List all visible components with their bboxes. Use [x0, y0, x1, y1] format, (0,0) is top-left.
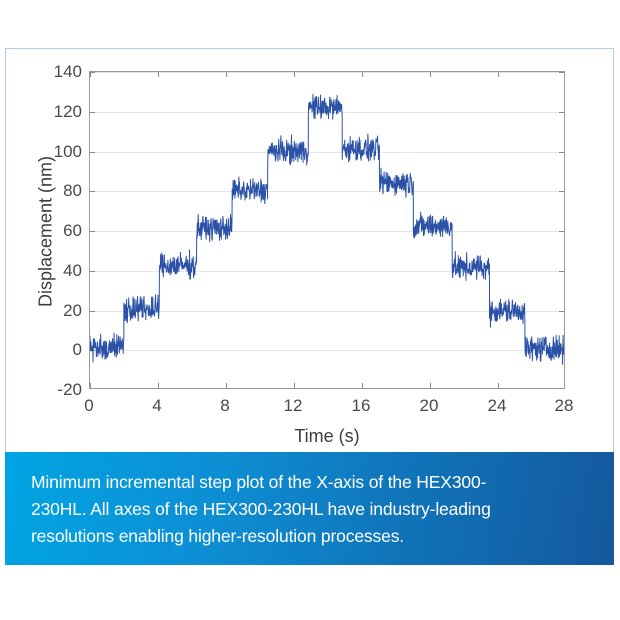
gridline [90, 72, 564, 73]
x-tick-mark [362, 72, 363, 77]
x-axis-title: Time (s) [294, 426, 360, 446]
gridline [90, 310, 564, 312]
caption-line-1: Minimum incremental step plot of the X-a… [31, 472, 487, 492]
y-tick-label: -20 [57, 380, 82, 399]
x-tick-label: 24 [487, 396, 507, 415]
caption-line-2: 230HL. All axes of the HEX300-230HL have… [31, 499, 491, 519]
y-tick-mark [90, 231, 95, 232]
x-tick-mark [226, 383, 227, 388]
displacement-trace [90, 72, 564, 388]
x-tick-mark [294, 383, 295, 388]
gridline [90, 191, 564, 193]
y-tick-mark [559, 270, 564, 272]
gridline [90, 270, 564, 272]
x-tick-mark [226, 72, 227, 77]
caption-banner: Minimum incremental step plot of the X-a… [5, 452, 614, 565]
x-tick-label: 4 [152, 396, 162, 415]
gridline [90, 231, 564, 232]
y-tick-mark [90, 270, 95, 272]
x-tick-mark [498, 72, 499, 77]
y-tick-label: 20 [63, 300, 82, 320]
x-tick-label: 0 [84, 396, 94, 415]
y-tick-label: 0 [72, 340, 82, 360]
y-tick-label: 100 [53, 141, 82, 161]
y-tick-mark [90, 72, 95, 73]
x-tick-mark [90, 383, 91, 388]
x-tick-label: 28 [554, 396, 574, 415]
x-tick-mark [90, 72, 91, 77]
x-tick-mark [158, 383, 159, 388]
y-tick-mark [559, 350, 564, 352]
y-tick-label: 40 [63, 260, 82, 280]
y-tick-mark [559, 231, 564, 232]
caption-line-3: resolutions enabling higher-resolution p… [31, 526, 405, 546]
x-tick-label: 20 [419, 396, 439, 415]
x-tick-mark [430, 383, 431, 388]
x-tick-label: 8 [220, 396, 230, 415]
x-tick-mark [294, 72, 295, 77]
y-tick-mark [90, 191, 95, 193]
x-axis-tick-labels: 0 4 8 12 16 20 24 28 [84, 396, 573, 419]
y-tick-mark [559, 72, 564, 73]
x-tick-mark [158, 72, 159, 77]
x-tick-mark [430, 72, 431, 77]
chart-area: Displacement (nm) -20 0 20 40 60 80 100 120 140 … [6, 49, 615, 453]
y-axis-tick-labels: -20 0 20 40 60 80 100 120 140 [34, 63, 82, 398]
x-tick-label: 16 [351, 396, 371, 415]
x-tick-mark [362, 383, 363, 388]
y-tick-mark [559, 111, 564, 113]
y-tick-label: 140 [53, 62, 82, 81]
y-tick-label: 80 [63, 181, 82, 201]
y-tick-mark [559, 310, 564, 312]
gridline [90, 350, 564, 352]
figure-card: Displacement (nm) -20 0 20 40 60 80 100 120 140 … [5, 48, 614, 452]
y-tick-mark [559, 151, 564, 153]
x-tick-mark [498, 383, 499, 388]
y-tick-mark [559, 191, 564, 193]
y-tick-label: 60 [63, 221, 82, 240]
y-tick-mark [90, 111, 95, 113]
y-tick-mark [90, 310, 95, 312]
x-tick-label: 12 [283, 396, 303, 415]
gridline [90, 151, 564, 153]
y-tick-mark [90, 151, 95, 153]
plot-frame [89, 71, 565, 389]
y-tick-label: 120 [53, 101, 82, 121]
